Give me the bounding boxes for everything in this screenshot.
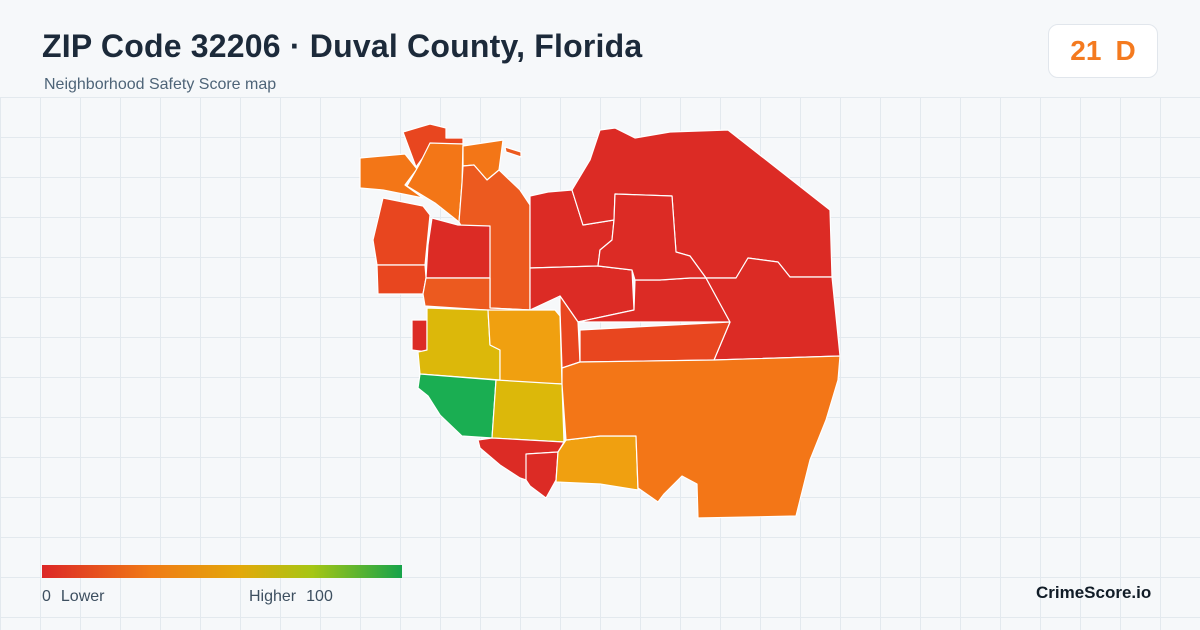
page-subtitle: Neighborhood Safety Score map [44,76,277,93]
map-region[interactable] [372,197,431,266]
safety-score-badge: 21 D [1048,24,1158,78]
legend-min: 0 Lower [42,588,104,606]
map-region[interactable] [579,321,731,363]
map-region[interactable] [597,193,707,281]
map-region[interactable] [411,319,428,353]
map-region[interactable] [425,217,491,279]
map-region[interactable] [504,146,522,158]
map-region[interactable] [555,435,639,491]
legend-max: Higher 100 [249,588,333,606]
page-title: ZIP Code 32206 · Duval County, Florida [42,28,643,64]
header-band [0,0,1200,97]
legend-max-value: 100 [306,588,333,605]
map-region[interactable] [376,264,427,295]
legend-max-label: Higher [249,588,297,605]
map-region[interactable] [705,257,841,361]
legend-gradient-bar [42,565,402,578]
map-region[interactable] [525,451,559,499]
legend-min-label: Lower [60,588,105,605]
map-region[interactable] [359,153,424,199]
score-value: 21 [1070,35,1102,66]
map-region[interactable] [561,355,841,519]
legend-min-value: 0 [42,588,51,605]
map-region[interactable] [417,307,501,381]
score-grade: D [1115,35,1136,66]
map-region[interactable] [417,373,497,439]
map-region[interactable] [491,379,565,443]
brand-logo-text: CrimeScore.io [1036,583,1152,602]
